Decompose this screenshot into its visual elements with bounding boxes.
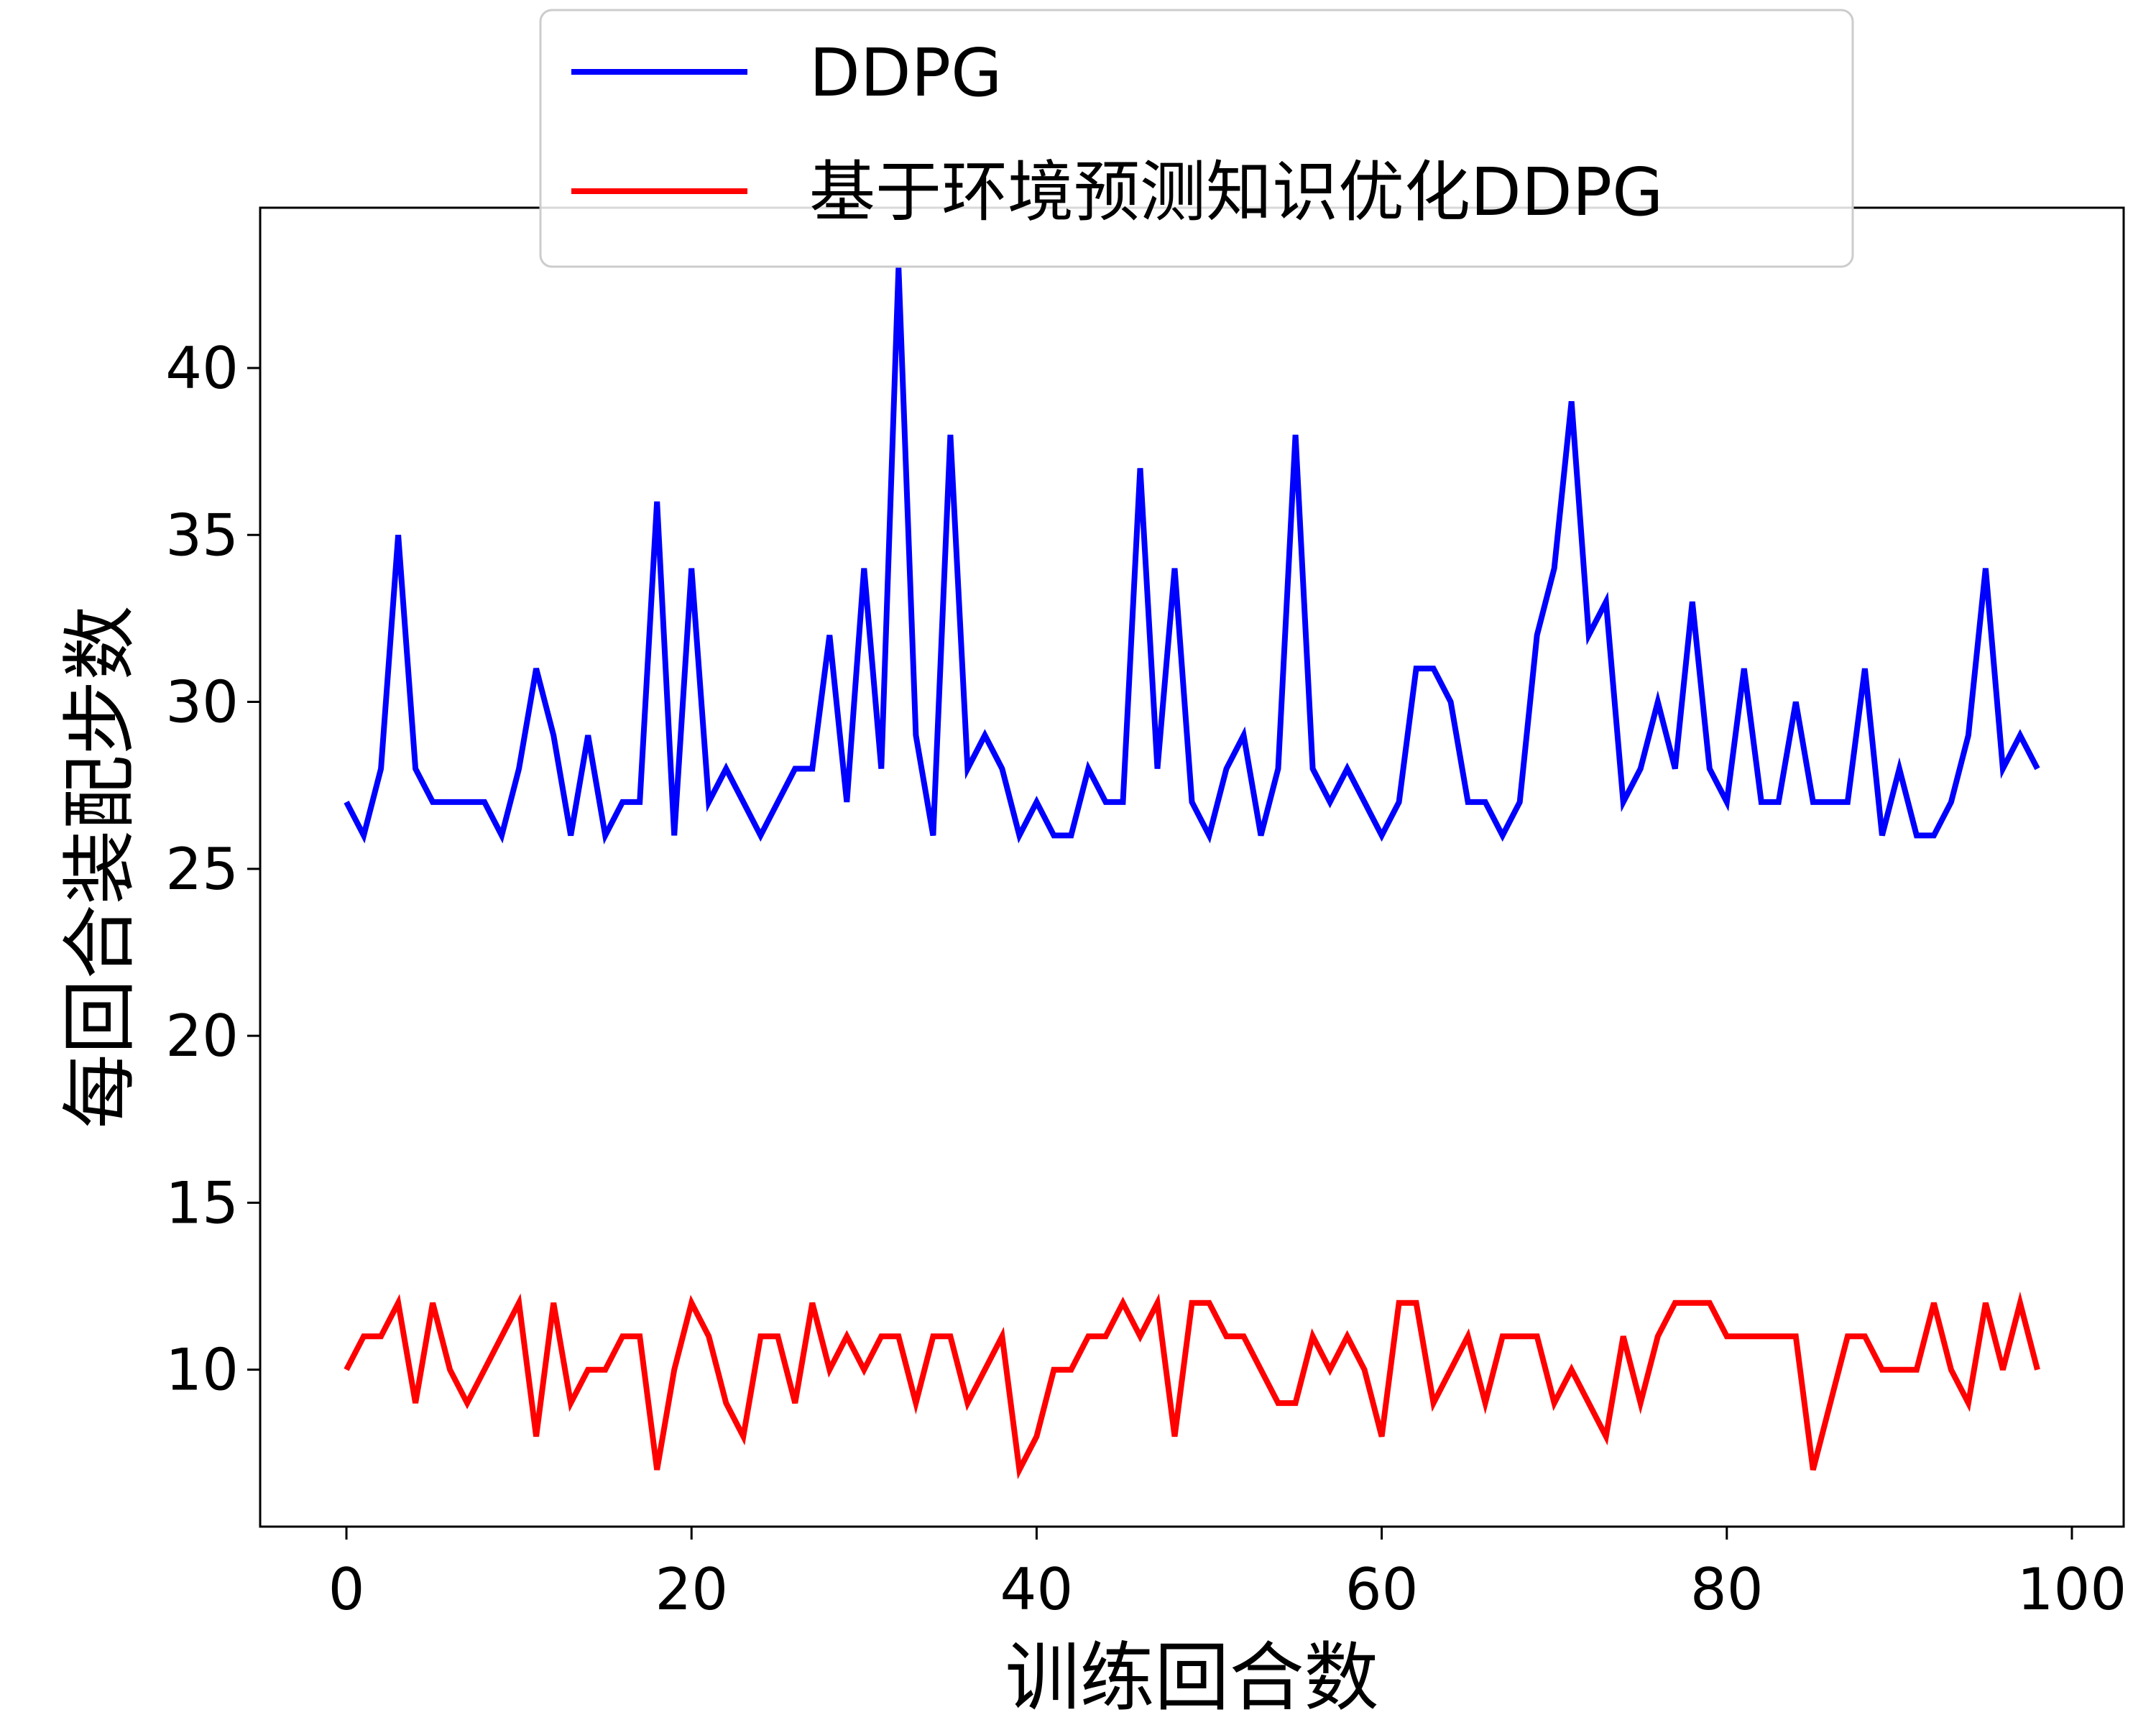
x-tick-label: 40 — [1000, 1556, 1074, 1623]
y-axis-label: 每回合装配步数 — [56, 605, 144, 1128]
y-axis: 10 15 20 25 30 35 40 — [165, 335, 260, 1404]
series-line-2 — [344, 1291, 2040, 1480]
series-line-1 — [344, 267, 2040, 845]
legend-label: DDPG — [809, 34, 1002, 111]
x-axis-label: 训练回合数 — [1005, 1634, 1378, 1721]
y-tick-label: 30 — [165, 669, 239, 736]
legend-label: 基于环境预测知识优化DDPG — [809, 154, 1663, 231]
x-tick-label: 0 — [328, 1556, 365, 1623]
x-tick-label: 60 — [1345, 1556, 1419, 1623]
series-layer — [344, 267, 2040, 1480]
y-tick-label: 15 — [165, 1169, 239, 1236]
x-tick-label: 80 — [1690, 1556, 1764, 1623]
plot-frame — [259, 206, 2125, 1528]
x-tick-label: 100 — [2017, 1556, 2127, 1623]
y-tick-label: 35 — [165, 502, 239, 569]
legend: DDPG 基于环境预测知识优化DDPG — [539, 9, 1854, 268]
x-axis: 0 20 40 60 80 100 — [328, 1527, 2127, 1623]
y-tick-label: 10 — [165, 1337, 239, 1404]
y-tick-label: 40 — [165, 335, 239, 402]
y-tick-label: 25 — [165, 836, 239, 903]
y-tick-label: 20 — [165, 1003, 239, 1070]
legend-box — [539, 9, 1854, 268]
x-tick-label: 20 — [655, 1556, 728, 1623]
